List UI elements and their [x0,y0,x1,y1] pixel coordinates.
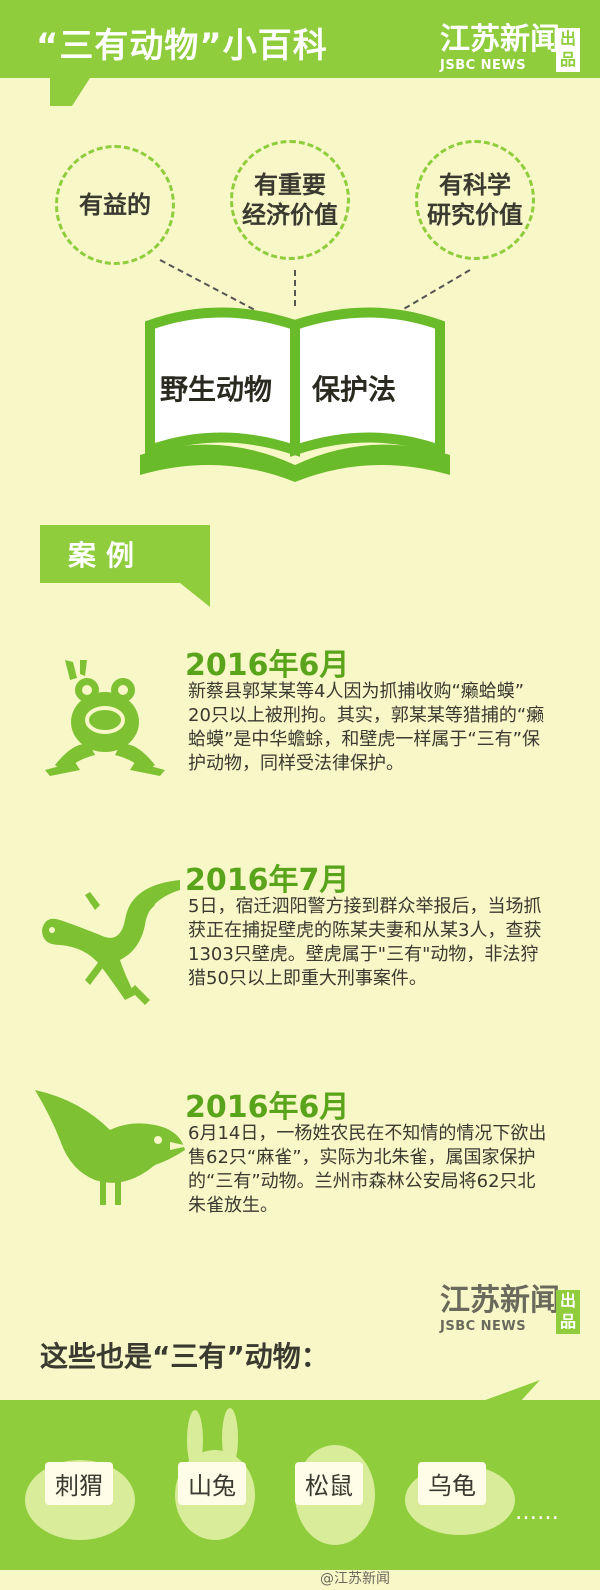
animal-label-turtle: 乌龟 [418,1462,486,1505]
brand-logo: 江苏新闻 JSBC NEWS [440,22,560,74]
book-right-text: 保护法 [312,373,397,406]
animal-label-hedgehog: 刺猬 [45,1462,113,1505]
tag-tail [180,583,210,607]
brand-badge: 出品 [556,1290,580,1334]
page-title: “三有动物”小百科 [36,26,328,66]
case-date: 2016年6月 [185,1090,350,1125]
brand-name-en: JSBC NEWS [440,58,527,73]
brand-name: 江苏新闻 [440,22,560,57]
circle-label: 有益的 [79,191,151,219]
animal-label-squirrel: 松鼠 [295,1462,363,1505]
book-icon [140,307,450,482]
circle-economic-value: 有重要 经济价值 [230,140,350,260]
case-date: 2016年7月 [185,863,350,898]
weibo-watermark: @江苏新闻 [320,1571,390,1587]
brand-badge: 出品 [556,28,580,72]
bird-icon [35,1090,188,1205]
banner-tail [50,78,90,106]
footer-brand-logo: 江苏新闻 JSBC NEWS [440,1283,560,1335]
circle-label: 有重要 经济价值 [242,171,338,229]
circle-label: 有科学 研究价值 [427,171,523,229]
book-diagram [140,259,471,482]
speech-tail [480,1380,540,1402]
case-date: 2016年6月 [185,648,350,683]
gecko-icon [42,880,180,1005]
top-banner [0,0,600,78]
book-left-text: 野生动物 [160,373,273,406]
case-text: 新蔡县郭某某等4人因为抓捕收购“癞蛤蟆” 20只以上被刑拘。其实，郭某某等猎捕的… [188,681,545,774]
circle-research-value: 有科学 研究价值 [415,140,535,260]
case-text: 5日，宿迁泗阳警方接到群众举报后，当场抓获正在捕捉壁虎的陈某夫妻和从某3人，查获… [188,896,542,989]
circle-beneficial: 有益的 [55,145,175,265]
frog-icon [45,660,165,776]
animal-label-hare: 山兔 [178,1462,246,1505]
section-tag-cases: 案例 [40,525,210,583]
connector-line [159,259,256,311]
also-three-protected-heading: 这些也是“三有”动物： [40,1340,329,1373]
brand-name: 江苏新闻 [440,1283,560,1318]
brand-name-en: JSBC NEWS [440,1319,527,1334]
case-text: 6月14日，一杨姓农民在不知情的情况下欲出售62只“麻雀”，实际为北朱雀，属国家… [188,1123,547,1216]
ellipsis: …… [515,1500,559,1525]
